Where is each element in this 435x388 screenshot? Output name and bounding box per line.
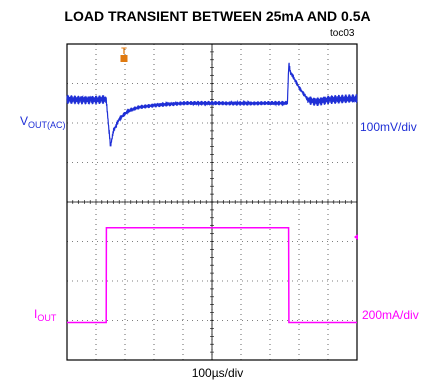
chart-title: LOAD TRANSIENT BETWEEN 25mA AND 0.5A (64, 8, 371, 24)
series-iout-label-main: I (34, 307, 38, 321)
series-vout-scale: 100mV/div (360, 120, 417, 134)
series-iout-label: IOUT (34, 307, 56, 323)
trigger-label: T (121, 46, 127, 56)
trigger-marker: T (120, 46, 128, 62)
channel-marker-icon (354, 234, 358, 240)
scope-grid (66, 43, 358, 361)
series-vout-label-sub: OUT(AC) (28, 120, 66, 130)
series-iout-scale: 200mA/div (362, 308, 419, 322)
series-iout-trace (67, 226, 357, 324)
series-vout-label: VOUT(AC) (20, 114, 66, 130)
trigger-box (120, 55, 128, 62)
figure-id: toc03 (330, 28, 355, 39)
x-axis-label: 100µs/div (191, 366, 244, 380)
series-iout-label-sub: OUT (37, 313, 57, 323)
series-vout-trace (66, 62, 358, 147)
series-vout-label-main: V (20, 114, 29, 128)
